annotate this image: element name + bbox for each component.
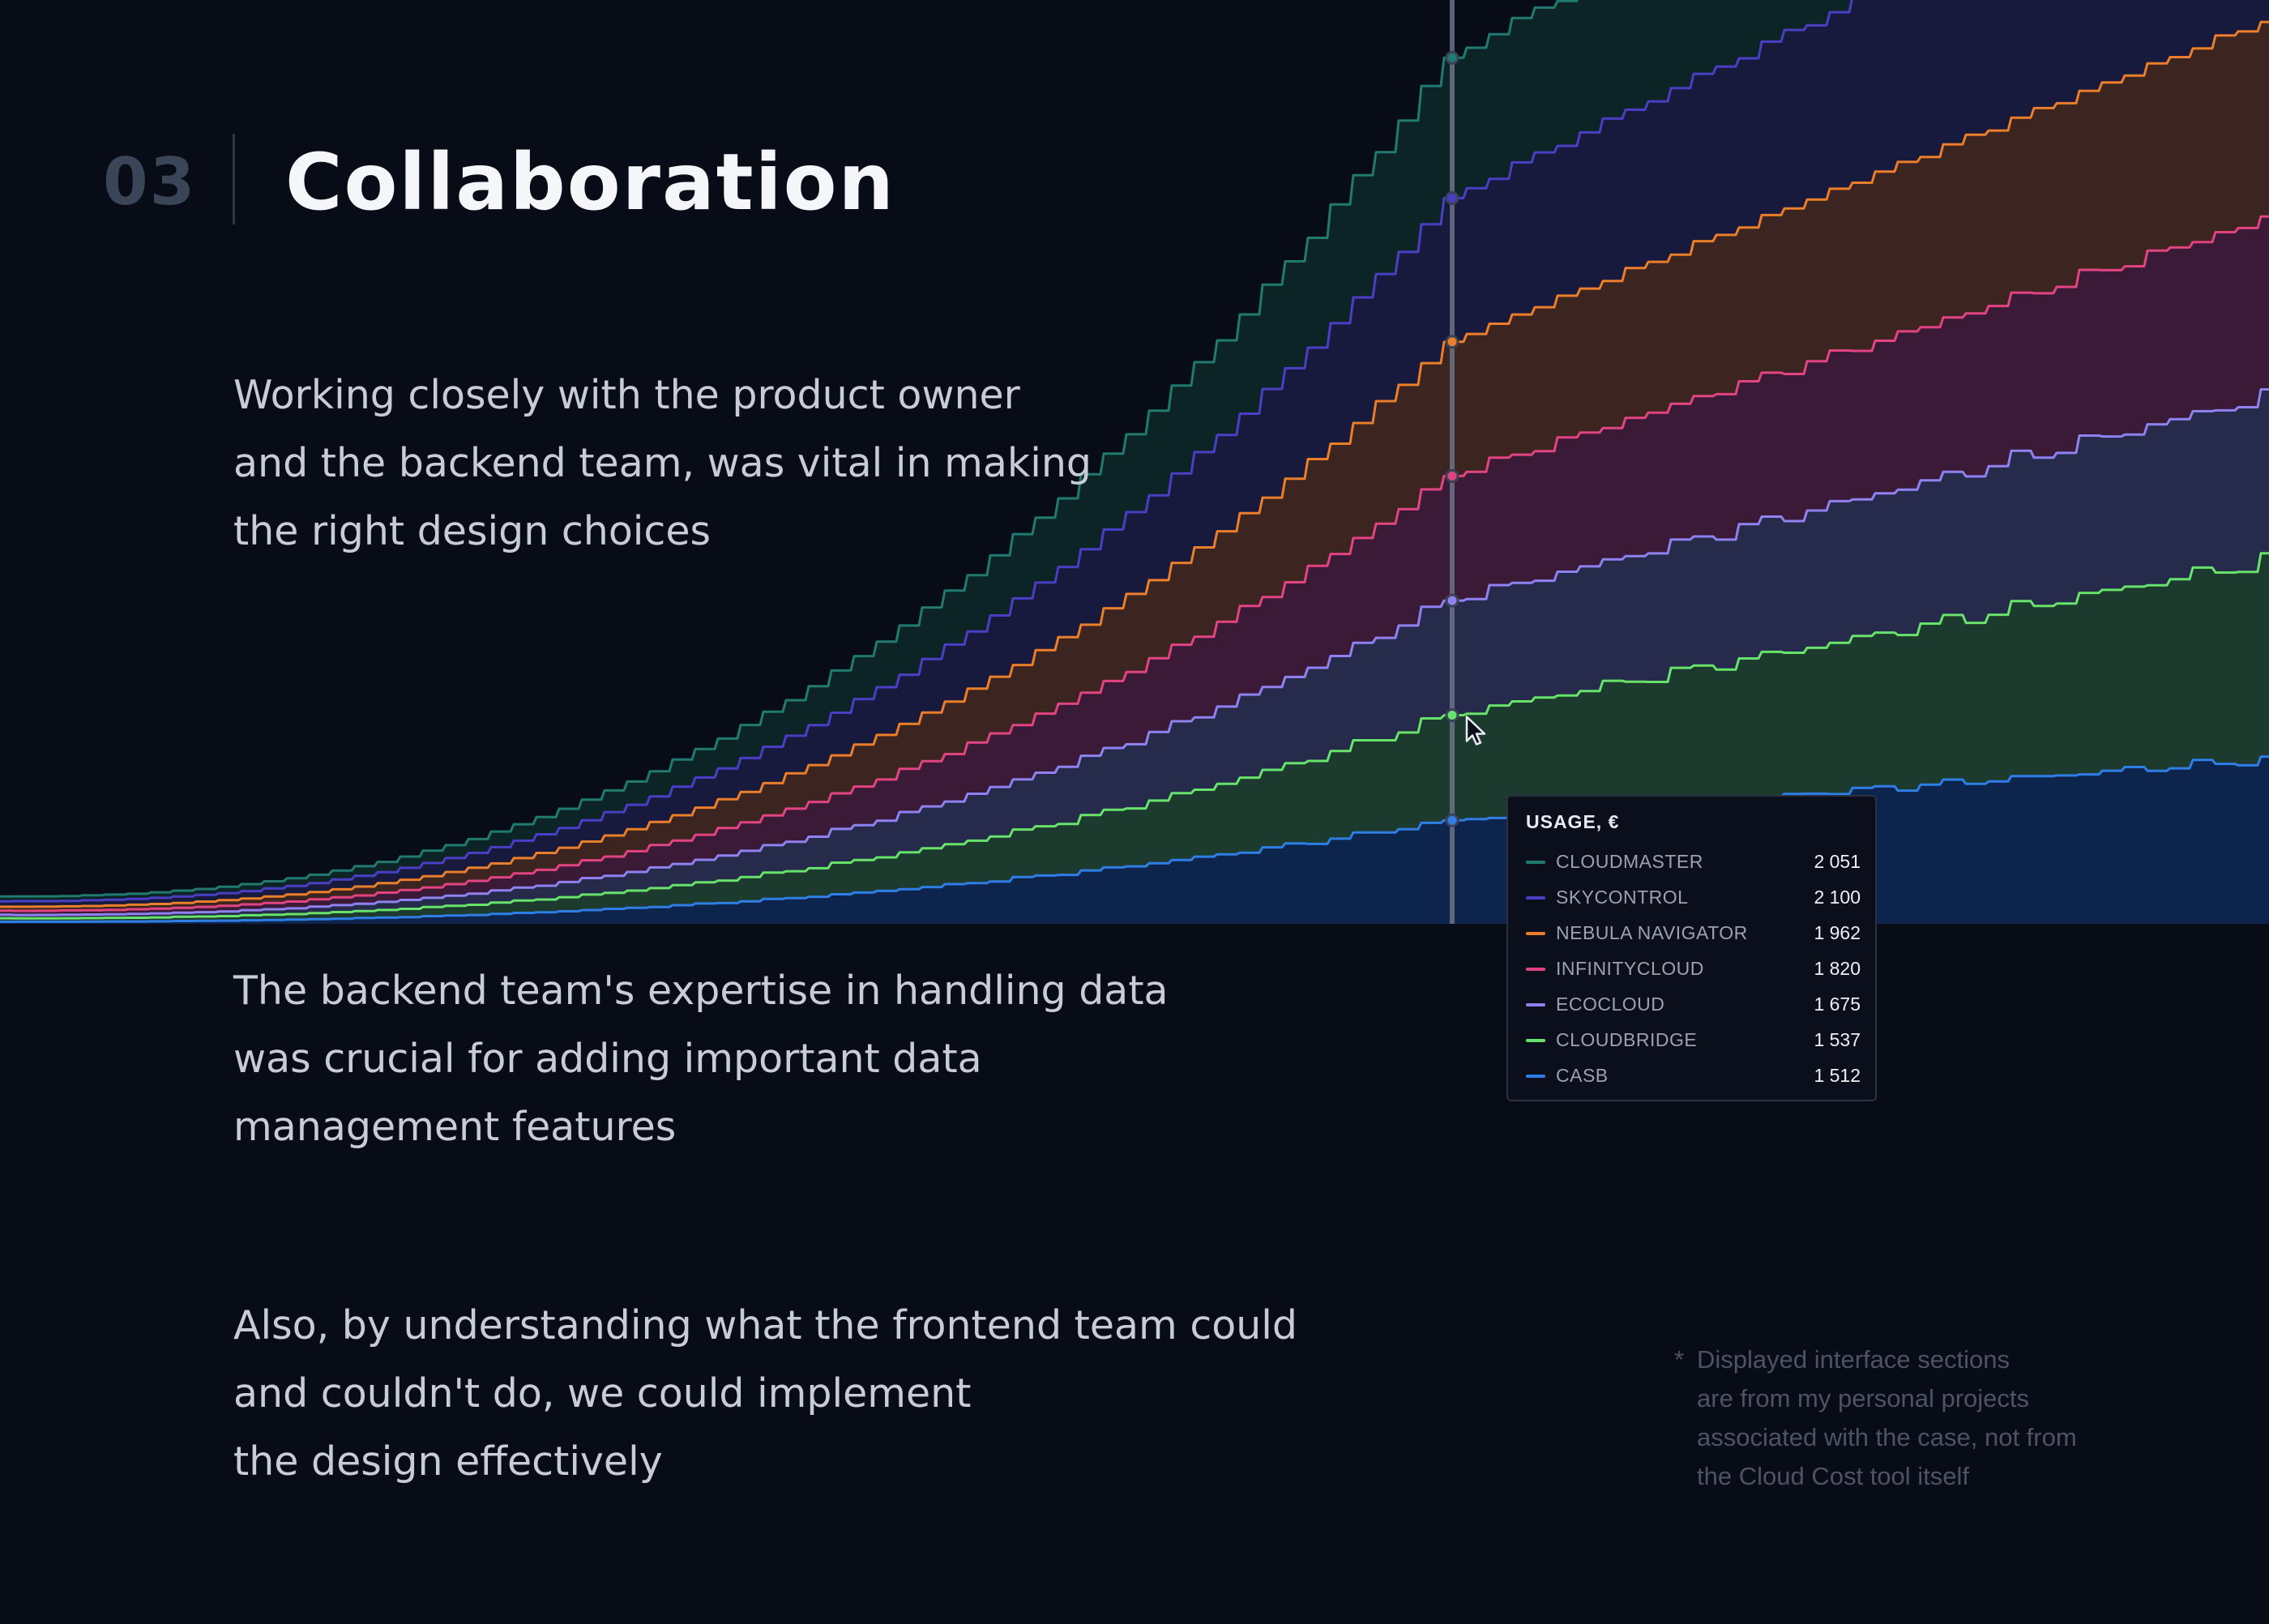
section-number: 03 (103, 144, 197, 220)
footnote-text: Displayed interface sections are from my… (1697, 1340, 2077, 1496)
paragraph-line: The backend team's expertise in handling… (233, 968, 1169, 1014)
tooltip-series-value: 2 100 (1814, 887, 1861, 908)
footnote-line: Displayed interface sections (1697, 1345, 2010, 1374)
hover-dot-cloudbridge (1445, 708, 1459, 722)
area-cloudmaster (0, 0, 1852, 902)
footnote-line: the Cloud Cost tool itself (1697, 1462, 1970, 1490)
legend-swatch (1526, 1003, 1545, 1006)
paragraph-line: and couldn't do, we could implement (233, 1370, 972, 1417)
paragraph-line: Also, by understanding what the frontend… (233, 1302, 1298, 1348)
hover-dot-infinitycloud (1445, 468, 1459, 483)
series-line-infinitycloud (0, 215, 2269, 912)
tooltip-row: CASB 1 512 (1526, 1060, 1861, 1092)
footnote-line: are from my personal projects (1697, 1384, 2030, 1412)
paragraph-product-owner: Working closely with the product owner a… (233, 361, 1092, 566)
legend-swatch (1526, 1075, 1545, 1078)
title-divider (233, 134, 235, 224)
legend-swatch (1526, 968, 1545, 971)
series-line-skycontrol (0, 0, 1853, 903)
legend-swatch (1526, 1039, 1545, 1042)
footnote-asterisk: * (1674, 1345, 1685, 1374)
hover-dots (1445, 50, 1459, 827)
tooltip-row: CLOUDBRIDGE 1 537 (1526, 1024, 1861, 1057)
paragraph-line: the design effectively (233, 1438, 663, 1485)
tooltip-row: CLOUDMASTER 2 051 (1526, 846, 1861, 878)
hover-dot-skycontrol (1445, 190, 1459, 205)
tooltip-series-name: CLOUDBRIDGE (1556, 1029, 1698, 1050)
tooltip-series-name: SKYCONTROL (1556, 887, 1689, 908)
paragraph-line: was crucial for adding important data (233, 1036, 982, 1082)
legend-swatch (1526, 932, 1545, 935)
tooltip-series-value: 2 051 (1814, 851, 1861, 872)
series-line-ecocloud (0, 388, 2269, 917)
tooltip-series-value: 1 512 (1814, 1065, 1861, 1086)
hover-layer (1445, 0, 1486, 924)
area-skycontrol (0, 0, 2269, 907)
tooltip-series-name: CLOUDMASTER (1556, 851, 1703, 872)
chart-lines (0, 0, 2269, 923)
legend-swatch (1526, 861, 1545, 864)
hover-dot-ecocloud (1445, 593, 1459, 608)
page-title: Collaboration (285, 137, 895, 228)
series-line-cloudmaster (0, 0, 1579, 898)
chart-tooltip: USAGE, € CLOUDMASTER 2 051 SKYCONTROL 2 100… (1506, 795, 1877, 1101)
area-nebula-navigator (0, 22, 2269, 912)
paragraph-line: and the backend team, was vital in makin… (233, 440, 1092, 486)
series-line-casb (0, 755, 2269, 923)
tooltip-series-value: 1 820 (1814, 958, 1861, 979)
paragraph-frontend-team: Also, by understanding what the frontend… (233, 1292, 1297, 1496)
tooltip-row: NEBULA NAVIGATOR 1 962 (1526, 917, 1861, 950)
paragraph-line: Working closely with the product owner (233, 372, 1020, 418)
area-cloudbridge (0, 553, 2269, 922)
legend-swatch (1526, 896, 1545, 900)
tooltip-series-name: INFINITYCLOUD (1556, 958, 1704, 979)
tooltip-series-value: 1 962 (1814, 922, 1861, 943)
hover-line[interactable] (1450, 0, 1455, 924)
series-line-cloudbridge (0, 552, 2269, 920)
series-line-nebula-navigator (0, 20, 2269, 908)
paragraph-line: the right design choices (233, 508, 711, 554)
paragraph-backend-team: The backend team's expertise in handling… (233, 957, 1169, 1161)
cursor-arrow-icon (1465, 716, 1486, 746)
tooltip-title: USAGE, € (1526, 811, 1620, 832)
hover-dot-nebula-navigator (1445, 335, 1459, 349)
tooltip-series-value: 1 675 (1814, 994, 1861, 1015)
tooltip-row: INFINITYCLOUD 1 820 (1526, 953, 1861, 985)
tooltip-series-name: CASB (1556, 1065, 1609, 1086)
tooltip-series-value: 1 537 (1814, 1029, 1861, 1050)
paragraph-line: management features (233, 1104, 677, 1150)
hover-dot-cloudmaster (1445, 50, 1459, 65)
tooltip-row: ECOCLOUD 1 675 (1526, 989, 1861, 1021)
tooltip-row: SKYCONTROL 2 100 (1526, 882, 1861, 914)
tooltip-series-name: ECOCLOUD (1556, 994, 1665, 1015)
footnote-line: associated with the case, not from (1697, 1423, 2077, 1451)
hover-dot-casb (1445, 813, 1459, 827)
tooltip-series-name: NEBULA NAVIGATOR (1556, 922, 1748, 943)
